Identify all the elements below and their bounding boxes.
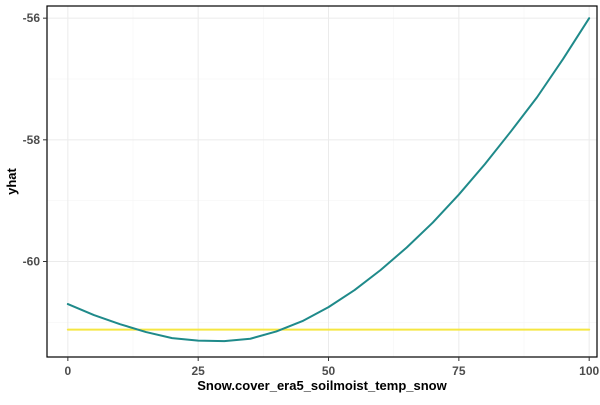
x-tick-label: 75 [452,364,466,378]
axis-ticks: 0 25 50 75 100 -60 -58 -56 [23,11,600,378]
x-tick-label: 100 [579,364,599,378]
x-tick-label: 50 [322,364,336,378]
x-tick-label: 0 [65,364,72,378]
series-line [66,17,591,343]
y-tick-label: -56 [23,11,41,25]
grid [47,6,597,357]
y-axis-title: yhat [4,167,19,194]
x-tick-label: 25 [192,364,206,378]
panel-border [46,5,598,358]
series-layer [66,17,591,343]
y-tick-label: -58 [23,133,41,147]
x-axis-title: Snow.cover_era5_soilmoist_temp_snow [197,378,447,393]
y-tick-label: -60 [23,254,41,268]
